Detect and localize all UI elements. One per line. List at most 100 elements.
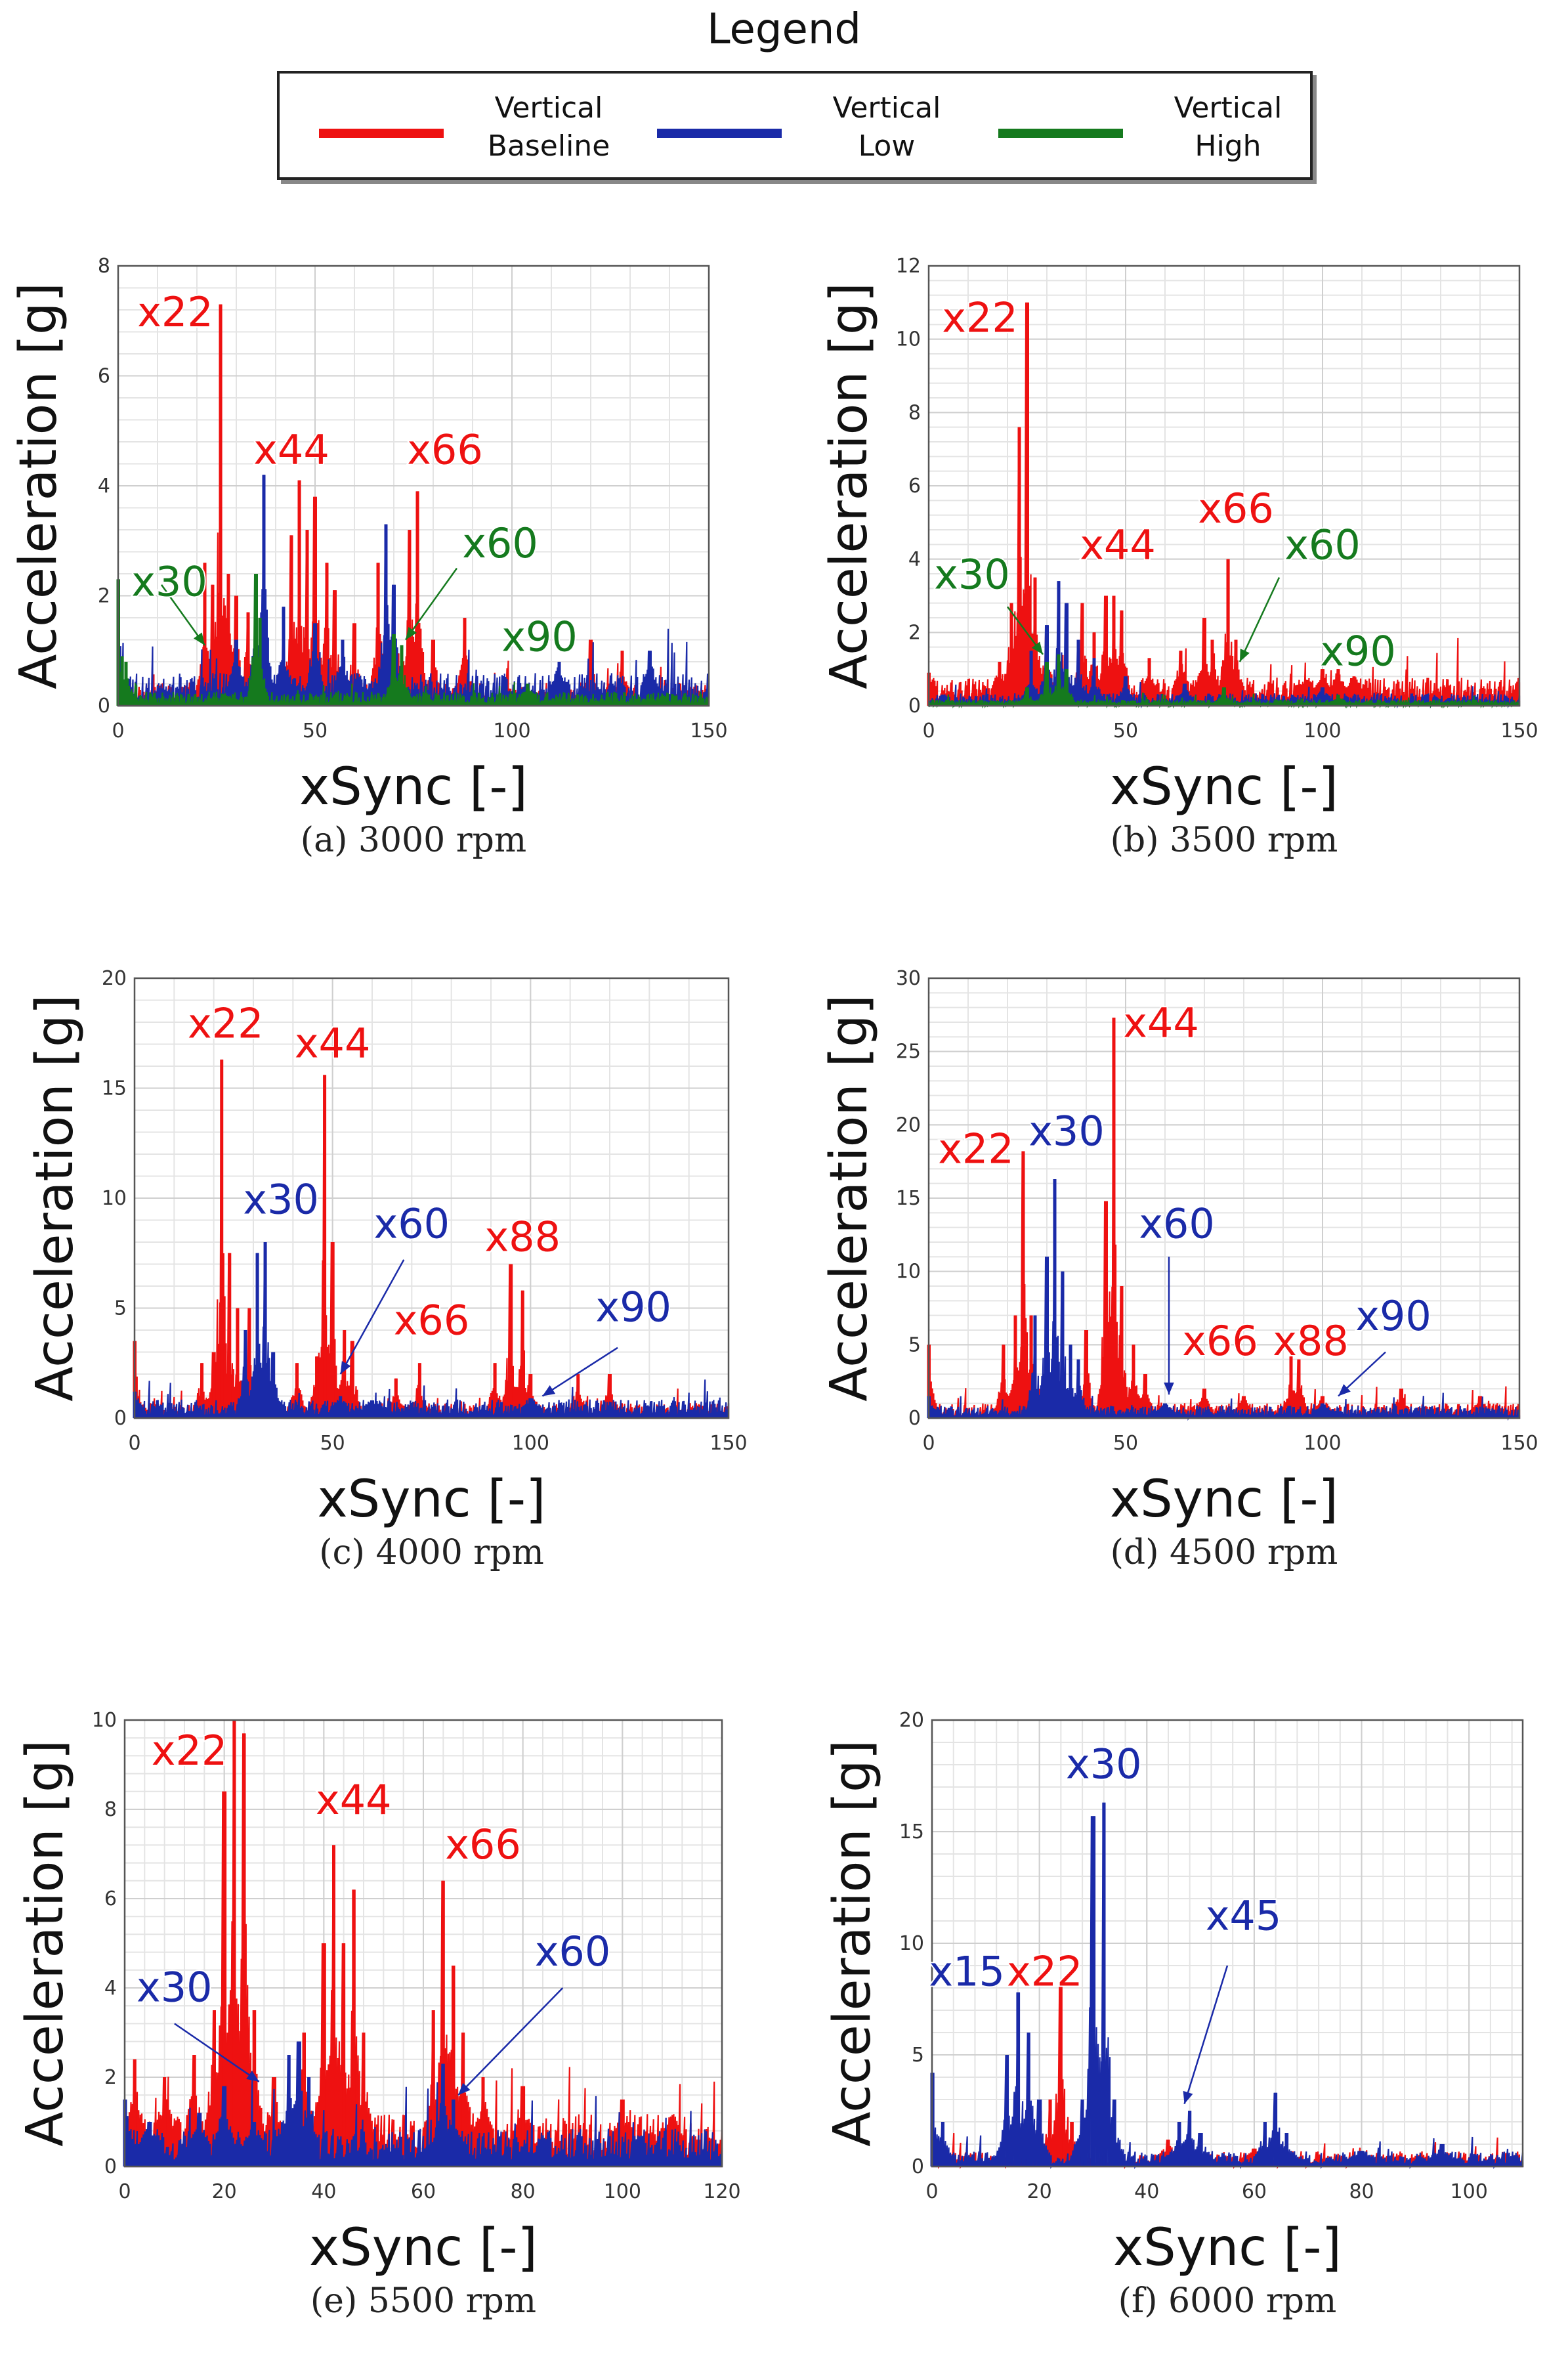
peak-annotation: x60 bbox=[374, 1199, 450, 1247]
grid bbox=[931, 1719, 1523, 2167]
peak-annotation: x66 bbox=[1182, 1317, 1258, 1365]
peak-annotation: x22 bbox=[938, 1125, 1014, 1173]
peak-annotation: x88 bbox=[1273, 1317, 1349, 1365]
y-tick-label: 15 bbox=[102, 1077, 127, 1100]
series-vertical-high bbox=[927, 654, 1521, 709]
x-axis-label: xSync [-] bbox=[1110, 758, 1338, 817]
chart-svg: 0 50 100 150 0 2 4 6 8 xSync [-] Acceleration [g] x… bbox=[9, 255, 728, 817]
axes-frame bbox=[123, 1719, 723, 2168]
x-tick-label: 100 bbox=[1303, 720, 1341, 743]
y-tick-label: 0 bbox=[104, 2155, 117, 2178]
y-tick-label: 0 bbox=[98, 695, 110, 718]
y-tick-label: 2 bbox=[908, 621, 921, 644]
arrow-head bbox=[340, 1361, 351, 1374]
legend-swatch-low bbox=[657, 129, 782, 138]
legend-label-line1: Vertical bbox=[1174, 91, 1282, 125]
chart-panel-5: 0 20 40 60 80 100 120 0 2 4 6 8 10 xSync [-] Accelerat… bbox=[0, 1668, 784, 2337]
y-tick-label: 0 bbox=[912, 2155, 924, 2178]
arrow-head bbox=[1338, 1384, 1351, 1396]
x-tick-label: 80 bbox=[511, 2180, 536, 2203]
peak-annotation: x44 bbox=[253, 426, 329, 474]
arrow-head bbox=[1164, 1382, 1174, 1395]
peak-annotation: x60 bbox=[1284, 521, 1361, 569]
peak-annotation: x90 bbox=[595, 1283, 671, 1331]
axes-frame bbox=[927, 265, 1521, 707]
legend-swatch-baseline bbox=[319, 129, 444, 138]
peak-annotation: x22 bbox=[137, 288, 213, 336]
x-axis-label: xSync [-] bbox=[309, 2218, 538, 2277]
y-tick-label: 4 bbox=[98, 475, 110, 498]
x-tick-label: 150 bbox=[1500, 720, 1538, 743]
y-tick-label: 10 bbox=[102, 1187, 127, 1210]
peak-annotation: x15 bbox=[929, 1948, 1005, 1996]
y-axis-label: Acceleration [g] bbox=[26, 995, 85, 1402]
peak-annotation: x90 bbox=[1355, 1292, 1431, 1340]
legend-title: Legend bbox=[706, 5, 862, 54]
peak-annotation: x30 bbox=[243, 1175, 319, 1223]
y-tick-label: 5 bbox=[114, 1297, 127, 1320]
chart-caption: (d) 4500 rpm bbox=[1110, 1533, 1338, 1572]
y-axis-label: Acceleration [g] bbox=[823, 1740, 882, 2147]
annotation-arrow bbox=[174, 2023, 260, 2082]
peak-annotation: x66 bbox=[407, 426, 483, 474]
chart-svg: 0 50 100 150 0 2 4 6 8 10 12 xSync [-] Acceleration … bbox=[820, 255, 1538, 817]
y-tick-label: 10 bbox=[899, 1932, 924, 1955]
chart-svg: 0 20 40 60 80 100 120 0 2 4 6 8 10 xSync [-] Accelerat… bbox=[16, 1709, 741, 2277]
arrow-head bbox=[246, 2070, 259, 2082]
y-tick-label: 0 bbox=[114, 1407, 127, 1430]
y-tick-label: 30 bbox=[896, 967, 921, 990]
y-tick-label: 8 bbox=[104, 1798, 117, 1821]
legend-swatch-high bbox=[998, 129, 1123, 138]
y-tick-label: 8 bbox=[908, 401, 921, 424]
y-tick-label: 20 bbox=[899, 1709, 924, 1732]
x-tick-label: 50 bbox=[320, 1432, 345, 1455]
x-tick-label: 60 bbox=[411, 2180, 436, 2203]
peak-annotation: x22 bbox=[1007, 1948, 1083, 1996]
chart-svg: 0 50 100 150 0 5 10 15 20 xSync [-] Acceleration [… bbox=[26, 967, 748, 1529]
y-tick-label: 15 bbox=[896, 1187, 921, 1210]
chart-caption: (e) 5500 rpm bbox=[310, 2281, 537, 2321]
axes-frame bbox=[117, 265, 710, 707]
series-area bbox=[133, 1241, 730, 1419]
peak-annotation: x30 bbox=[934, 550, 1010, 598]
annotation-arrow bbox=[457, 1987, 564, 2096]
annotation-arrow bbox=[339, 1259, 405, 1375]
chart-panel-6: 0 20 40 60 80 100 0 5 10 15 20 xSync [-] Acceleratio… bbox=[784, 1668, 1568, 2337]
x-tick-label: 0 bbox=[922, 1432, 935, 1455]
y-tick-label: 10 bbox=[92, 1709, 117, 1732]
y-tick-label: 4 bbox=[104, 1977, 117, 2000]
legend-label-low: Vertical Low bbox=[788, 89, 985, 165]
y-tick-label: 5 bbox=[912, 2044, 924, 2067]
chart-caption: (a) 3000 rpm bbox=[300, 821, 527, 860]
x-tick-label: 0 bbox=[925, 2180, 938, 2203]
series-vertical-low bbox=[133, 1241, 730, 1419]
chart-svg: 0 20 40 60 80 100 0 5 10 15 20 xSync [-] Acceleratio… bbox=[823, 1709, 1524, 2277]
peak-annotation: x66 bbox=[394, 1297, 470, 1345]
chart-svg: 0 50 100 150 0 5 10 15 20 25 30 xSync [-] Accelerati… bbox=[820, 967, 1538, 1529]
y-tick-label: 6 bbox=[98, 365, 110, 388]
x-tick-label: 0 bbox=[128, 1432, 140, 1455]
series-vertical-low bbox=[927, 1178, 1521, 1421]
y-axis-label: Acceleration [g] bbox=[9, 282, 68, 689]
x-tick-label: 40 bbox=[311, 2180, 336, 2203]
x-tick-label: 50 bbox=[303, 720, 328, 743]
x-tick-label: 150 bbox=[1500, 1432, 1538, 1455]
chart-panel-3: 0 50 100 150 0 5 10 15 20 xSync [-] Acceleration [… bbox=[0, 932, 784, 1602]
x-tick-label: 100 bbox=[493, 720, 530, 743]
x-tick-label: 50 bbox=[1113, 720, 1138, 743]
peak-annotation: x88 bbox=[484, 1213, 561, 1260]
y-axis-label: Acceleration [g] bbox=[16, 1740, 75, 2147]
y-tick-label: 4 bbox=[908, 548, 921, 571]
arrow-head bbox=[458, 2082, 471, 2096]
x-tick-label: 0 bbox=[118, 2180, 131, 2203]
x-axis-label: xSync [-] bbox=[318, 1470, 546, 1529]
y-tick-label: 12 bbox=[896, 255, 921, 278]
legend-label-line2: Low bbox=[858, 129, 916, 163]
peak-annotation: x60 bbox=[535, 1928, 611, 1975]
peak-annotation: x60 bbox=[462, 519, 538, 567]
legend-label-high: Vertical High bbox=[1130, 89, 1326, 165]
peak-annotation: x44 bbox=[295, 1020, 371, 1067]
peak-annotation: x22 bbox=[188, 999, 264, 1047]
chart-panel-2: 0 50 100 150 0 2 4 6 8 10 12 xSync [-] Acceleration … bbox=[784, 217, 1568, 886]
annotation-arrow bbox=[160, 584, 206, 646]
